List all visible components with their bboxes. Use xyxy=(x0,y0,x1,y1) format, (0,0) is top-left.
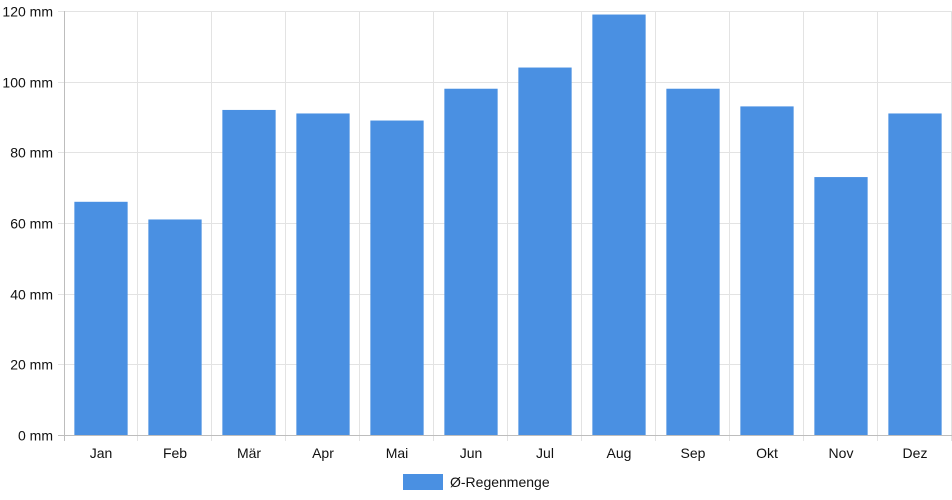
bar[interactable] xyxy=(74,201,128,435)
x-tick-label: Apr xyxy=(312,445,334,461)
y-tick-label: 60 mm xyxy=(10,216,53,232)
y-tick-label: 120 mm xyxy=(2,4,53,20)
bar[interactable] xyxy=(740,106,794,436)
bar[interactable] xyxy=(814,177,868,436)
legend-label: Ø-Regenmenge xyxy=(450,474,550,490)
x-tick-label: Sep xyxy=(681,445,706,461)
x-tick-label: Jan xyxy=(90,445,113,461)
x-tick-label: Nov xyxy=(829,445,854,461)
y-tick-label: 100 mm xyxy=(2,75,53,91)
x-tick-label: Jul xyxy=(536,445,554,461)
bar[interactable] xyxy=(296,113,350,435)
bar[interactable] xyxy=(370,120,424,436)
bar[interactable] xyxy=(518,67,572,436)
x-tick-label: Mai xyxy=(386,445,409,461)
x-tick-label: Jun xyxy=(460,445,483,461)
x-tick-label: Feb xyxy=(163,445,187,461)
y-tick-label: 80 mm xyxy=(10,145,53,161)
y-tick-label: 40 mm xyxy=(10,287,53,303)
bar[interactable] xyxy=(444,88,498,435)
x-tick-label: Aug xyxy=(607,445,632,461)
y-tick-label: 20 mm xyxy=(10,357,53,373)
bar[interactable] xyxy=(888,113,942,435)
axes xyxy=(58,11,952,441)
bar[interactable] xyxy=(666,88,720,435)
legend[interactable]: Ø-Regenmenge xyxy=(403,472,550,492)
bar[interactable] xyxy=(592,14,646,436)
x-tick-label: Mär xyxy=(237,445,261,461)
bar[interactable] xyxy=(222,109,276,435)
y-tick-labels: 0 mm 20 mm 40 mm 60 mm 80 mm 100 mm 120 mm xyxy=(2,4,53,444)
bars xyxy=(74,14,942,436)
x-tick-label: Okt xyxy=(756,445,778,461)
legend-swatch xyxy=(403,474,443,490)
y-tick-label: 0 mm xyxy=(18,428,53,444)
x-tick-label: Dez xyxy=(903,445,928,461)
x-tick-labels: Jan Feb Mär Apr Mai Jun Jul Aug Sep Okt Nov Dez xyxy=(90,445,928,461)
bar[interactable] xyxy=(148,219,202,435)
